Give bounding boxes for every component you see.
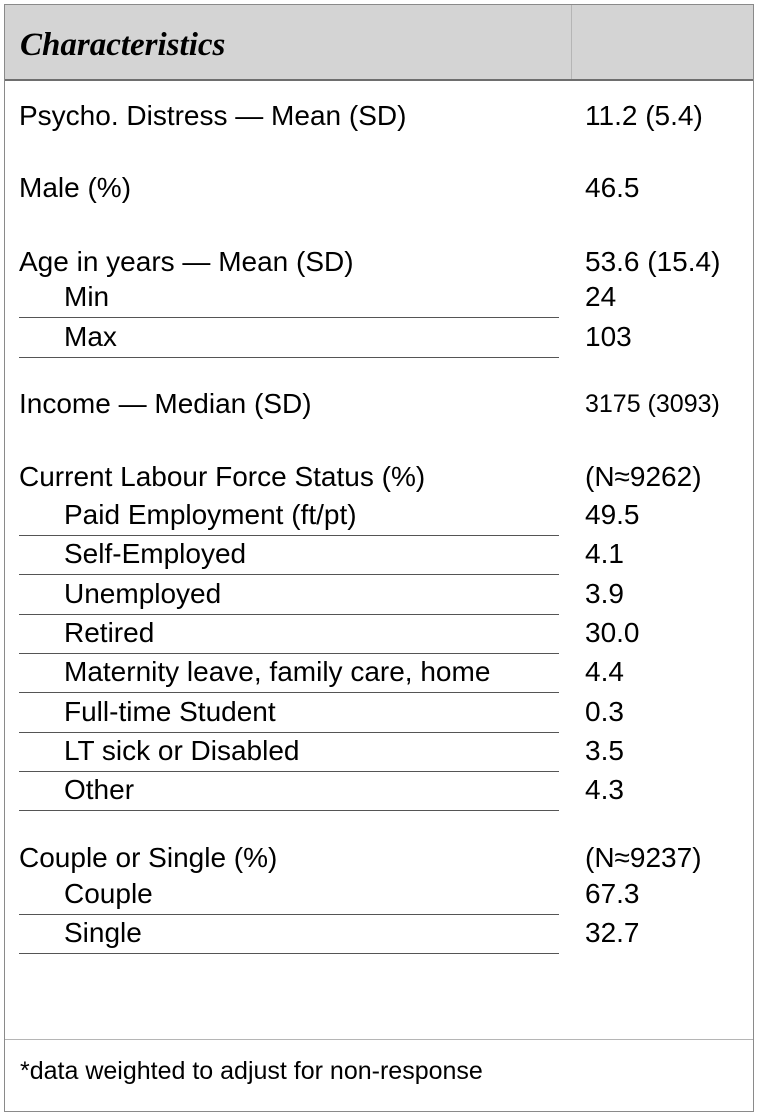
row-label: Age in years — Mean (SD): [19, 246, 354, 277]
row-value: 49.5: [585, 499, 640, 530]
table-row-age-max: Max 103: [5, 318, 753, 358]
row-value: 30.0: [585, 617, 640, 648]
row-label: Retired: [64, 617, 155, 648]
table-row-full-time-student: Full-time Student 0.3: [5, 693, 753, 733]
row-value: 67.3: [585, 878, 640, 909]
table-row-psycho-distress: Psycho. Distress — Mean (SD) 11.2 (5.4): [5, 97, 753, 137]
row-value: 3.5: [585, 735, 624, 766]
table-row-income: Income — Median (SD) 3175 (3093): [5, 385, 753, 425]
row-underline: [19, 953, 559, 954]
row-label: Max: [64, 321, 117, 352]
row-value: 53.6 (15.4): [585, 246, 721, 277]
row-value: 3175 (3093): [585, 390, 720, 418]
table-row-retired: Retired 30.0: [5, 614, 753, 654]
row-label: Min: [64, 281, 110, 312]
table-row-maternity-leave: Maternity leave, family care, home 4.4: [5, 653, 753, 693]
table-row-other: Other 4.3: [5, 771, 753, 811]
row-label: Income — Median (SD): [19, 388, 312, 419]
row-value: 11.2 (5.4): [585, 100, 703, 131]
table-row-single: Single 32.7: [5, 914, 753, 954]
table-row-age: Age in years — Mean (SD) 53.6 (15.4): [5, 243, 753, 283]
row-label: LT sick or Disabled: [64, 735, 300, 766]
row-underline: [19, 810, 559, 811]
row-underline: [19, 317, 559, 318]
row-value: 4.1: [585, 538, 624, 569]
table-row-unemployed: Unemployed 3.9: [5, 575, 753, 615]
table-row-couple: Couple 67.3: [5, 875, 753, 915]
row-label: Unemployed: [64, 578, 222, 609]
row-label: Male (%): [19, 172, 132, 203]
table-row-self-employed: Self-Employed 4.1: [5, 535, 753, 575]
row-label: Paid Employment (ft/pt): [64, 499, 357, 530]
row-value: 0.3: [585, 696, 624, 727]
row-value: 4.3: [585, 774, 624, 805]
header-column-divider: [571, 5, 572, 79]
table-row-paid-employment: Paid Employment (ft/pt) 49.5: [5, 496, 753, 536]
row-label: Other: [64, 774, 135, 805]
row-underline: [19, 914, 559, 915]
row-underline: [19, 535, 559, 536]
characteristics-table: Characteristics Psycho. Distress — Mean …: [4, 4, 754, 1112]
row-value: (N≈9262): [585, 461, 702, 492]
row-value: 3.9: [585, 578, 624, 609]
row-underline: [19, 574, 559, 575]
row-value: 103: [585, 321, 632, 352]
row-value: 4.4: [585, 656, 624, 687]
table-row-lt-sick: LT sick or Disabled 3.5: [5, 732, 753, 772]
row-underline: [19, 653, 559, 654]
row-value: (N≈9237): [585, 842, 702, 873]
row-value: 46.5: [585, 172, 640, 203]
table-row-age-min: Min 24: [5, 278, 753, 318]
row-label: Full-time Student: [64, 696, 276, 727]
row-label: Maternity leave, family care, home: [64, 656, 491, 687]
row-underline: [19, 732, 559, 733]
row-underline: [19, 771, 559, 772]
row-label: Current Labour Force Status (%): [19, 461, 426, 492]
table-row-couple-or-single: Couple or Single (%) (N≈9237): [5, 839, 753, 879]
table-row-labour-force: Current Labour Force Status (%) (N≈9262): [5, 458, 753, 498]
row-underline: [19, 692, 559, 693]
row-underline: [19, 614, 559, 615]
row-value: 32.7: [585, 917, 640, 948]
row-label: Psycho. Distress — Mean (SD): [19, 100, 407, 131]
row-label: Self-Employed: [64, 538, 247, 569]
row-label: Couple or Single (%): [19, 842, 278, 873]
row-underline: [19, 357, 559, 358]
table-header: Characteristics: [5, 5, 753, 81]
table-row-male: Male (%) 46.5: [5, 169, 753, 209]
row-label: Couple: [64, 878, 153, 909]
row-value: 24: [585, 281, 617, 312]
row-label: Single: [64, 917, 142, 948]
table-footnote: *data weighted to adjust for non-respons…: [20, 1057, 483, 1085]
header-title: Characteristics: [20, 27, 226, 63]
footer-divider: [5, 1039, 753, 1040]
